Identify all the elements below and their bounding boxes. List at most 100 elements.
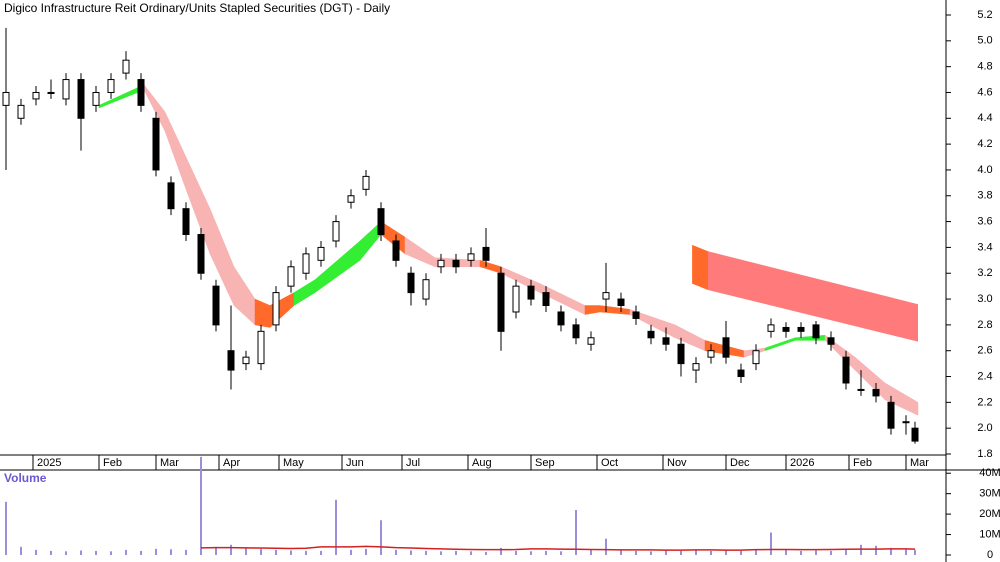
candle-body [557,311,565,326]
candle-body [857,388,865,391]
x-tick-label: 2026 [790,457,814,469]
candle-body [167,182,175,210]
volume-bar [95,550,97,555]
y-tick-label: 2.8 [977,319,992,331]
candle-body [332,221,340,242]
candle-body [392,240,400,261]
candle-body [797,326,805,332]
candle-body [437,259,445,268]
y-tick-label: 3.6 [977,215,992,227]
volume-bar [50,550,52,555]
y-tick-label: 5.2 [977,9,992,21]
volume-bar [500,547,502,555]
y-tick-label: 3.4 [977,241,992,253]
candle-body [692,363,700,371]
volume-bar [350,549,352,555]
y-tick-label: 2.4 [977,370,992,382]
ribbon-segment [884,382,919,416]
volume-tick-label: 40M [979,467,1000,479]
candle-body [377,208,385,235]
y-tick-label: 4.6 [977,86,992,98]
x-tick-label: Jul [406,457,420,469]
volume-bar [755,549,757,555]
volume-bar [380,520,382,555]
volume-tick-label: 20M [979,508,1000,520]
volume-title: Volume [4,471,47,485]
volume-bar [680,550,682,555]
volume-bar [725,550,727,555]
volume-bar [815,550,817,555]
volume-bar [485,551,487,555]
x-tick-label: Oct [601,457,618,469]
volume-bar [365,548,367,555]
candle-body [272,292,280,326]
y-tick-label: 2.0 [977,422,992,434]
candle-body [77,79,85,119]
x-tick-label: Feb [103,457,122,469]
y-tick-label: 3.2 [977,267,992,279]
volume-bar [80,550,82,555]
volume-bar [545,550,547,555]
candle-body [92,91,100,106]
volume-bar [275,549,277,555]
candle-body [197,234,205,274]
volume-bar [710,550,712,555]
candle-body [887,401,895,429]
volume-bar [185,549,187,555]
volume-bar [65,551,67,555]
volume-bar [245,547,247,555]
candle-body [527,285,535,300]
volume-bar [530,551,532,555]
volume-bar [455,550,457,555]
volume-bar [215,546,217,555]
candle-body [722,337,730,358]
x-tick-label: 2025 [37,457,61,469]
volume-bar [620,549,622,555]
volume-tick-label: 30M [979,488,1000,500]
candle-body [812,324,820,339]
x-tick-label: Jun [346,457,364,469]
volume-bar [410,550,412,555]
volume-bar [914,549,916,555]
candle-body [707,350,715,358]
volume-bar [785,549,787,555]
x-tick-label: Sep [535,457,555,469]
candle-body [62,79,70,100]
volume-bar [110,551,112,555]
candle-body [602,292,610,300]
y-tick-label: 2.6 [977,345,992,357]
x-tick-label: Nov [667,457,687,469]
candle-body [782,326,790,332]
candle-body [407,272,415,294]
volume-bar [650,551,652,555]
candle-body [122,59,130,74]
candle-body [242,356,250,365]
x-tick-label: Dec [730,457,750,469]
volume-bar [575,510,577,555]
candle-body [632,311,640,319]
candle-body [677,343,685,365]
y-tick-label: 3.0 [977,293,992,305]
candle-body [257,330,265,365]
candle-body [227,350,235,371]
volume-bar [440,551,442,555]
x-tick-label: Apr [223,457,240,469]
volume-bar [200,456,202,555]
y-tick-label: 4.0 [977,164,992,176]
volume-bar [635,550,637,555]
volume-bar [905,548,907,555]
candle-body [572,324,580,339]
volume-bar [230,544,232,555]
volume-bar [35,549,37,555]
volume-bar [740,550,742,555]
x-tick-label: May [283,457,304,469]
volume-bar [875,545,877,555]
candle-body [287,266,295,287]
cloud-segment [708,251,918,342]
volume-bar [305,550,307,555]
volume-bar [335,499,337,555]
x-tick-label: Aug [472,457,492,469]
y-tick-label: 4.4 [977,112,992,124]
y-tick-label: 2.2 [977,396,992,408]
